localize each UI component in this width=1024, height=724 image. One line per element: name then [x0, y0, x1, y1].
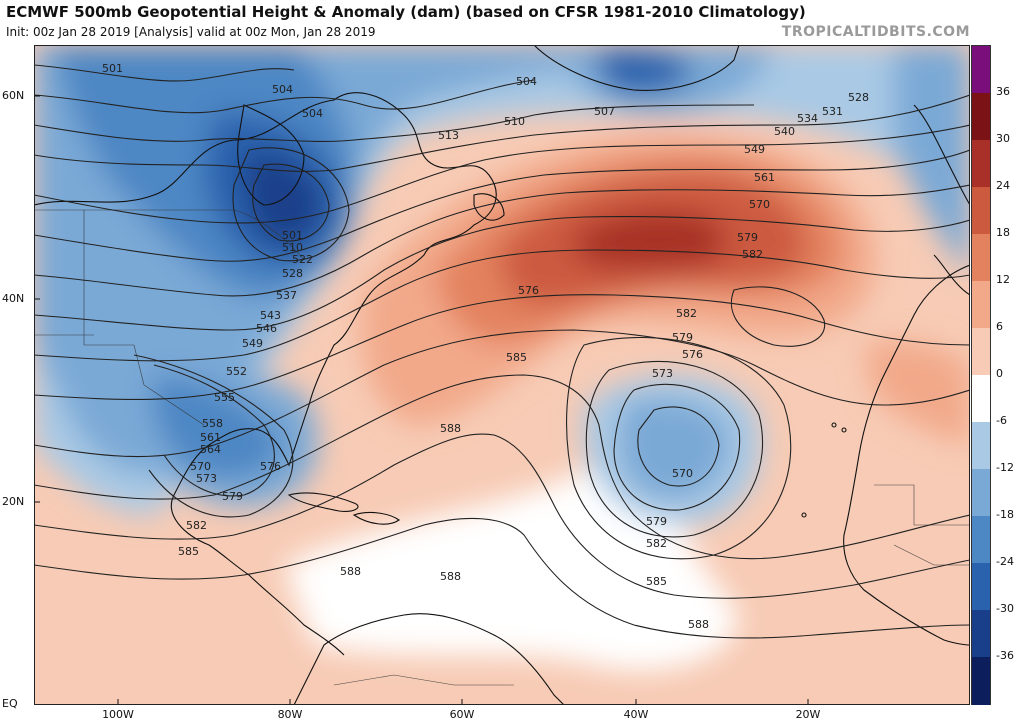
contour-label: 570 — [672, 467, 693, 480]
contour-label: 531 — [822, 105, 843, 118]
lon-label-80w: 80W — [277, 708, 303, 721]
lon-label-40w: 40W — [623, 708, 649, 721]
map-canvas[interactable]: 501 504 504 504 507 510 513 528 531 534 … — [34, 45, 970, 705]
contour-label: 588 — [340, 565, 361, 578]
contour-label: 510 — [504, 115, 525, 128]
colorbar-segment — [972, 422, 990, 470]
contour-label: 588 — [440, 422, 461, 435]
colorbar-label: -6 — [996, 414, 1007, 427]
contour-label: 579 — [646, 515, 667, 528]
contour-label: 579 — [737, 231, 758, 244]
contour-label: 561 — [754, 171, 775, 184]
contour-label: 573 — [652, 367, 673, 380]
colorbar-segment — [972, 140, 990, 188]
contour-label-group: 501 504 504 504 507 510 513 528 531 534 … — [102, 62, 869, 631]
lon-label-60w: 60W — [449, 708, 475, 721]
colorbar-label: 18 — [996, 226, 1010, 239]
contour-label: 588 — [688, 618, 709, 631]
contour-label: 579 — [672, 331, 693, 344]
contour-label: 552 — [226, 365, 247, 378]
contour-label: 576 — [682, 348, 703, 361]
colorbar-segment — [972, 516, 990, 564]
contour-label: 570 — [749, 198, 770, 211]
contour-label: 504 — [302, 107, 323, 120]
colorbar-label: -12 — [996, 461, 1014, 474]
lat-label-20n: 20N — [2, 495, 25, 508]
anomaly-shading — [34, 45, 970, 671]
contour-label: 534 — [797, 112, 818, 125]
lat-label-60n: 60N — [2, 89, 25, 102]
lon-label-20w: 20W — [795, 708, 821, 721]
colorbar-segment — [972, 375, 990, 423]
colorbar-segment — [972, 610, 990, 658]
contour-label: 558 — [202, 417, 223, 430]
contour-label: 585 — [506, 351, 527, 364]
chart-title: ECMWF 500mb Geopotential Height & Anomal… — [6, 3, 806, 21]
brand-watermark[interactable]: TROPICALTIDBITS.COM — [781, 24, 970, 40]
contour-label: 549 — [744, 143, 765, 156]
contour-label: 579 — [222, 490, 243, 503]
contour-label: 555 — [214, 391, 235, 404]
colorbar-label: -18 — [996, 508, 1014, 521]
contour-label: 504 — [272, 83, 293, 96]
colorbar-segment — [972, 281, 990, 329]
colorbar-segment — [972, 187, 990, 235]
contour-label: 504 — [516, 75, 537, 88]
map-panel[interactable]: 501 504 504 504 507 510 513 528 531 534 … — [34, 45, 970, 705]
contour-label: 501 — [102, 62, 123, 75]
colorbar-label: 36 — [996, 85, 1010, 98]
contour-label: 528 — [282, 267, 303, 280]
contour-label: 513 — [438, 129, 459, 142]
colorbar-label: -36 — [996, 649, 1014, 662]
contour-label: 510 — [282, 241, 303, 254]
contour-label: 570 — [190, 460, 211, 473]
contour-label: 507 — [594, 105, 615, 118]
colorbar-label: 12 — [996, 273, 1010, 286]
colorbar-label: 30 — [996, 132, 1010, 145]
contour-label: 573 — [196, 472, 217, 485]
colorbar-segment — [972, 93, 990, 141]
lat-label-40n: 40N — [2, 292, 25, 305]
coastlines — [34, 45, 970, 705]
contour-label: 582 — [186, 519, 207, 532]
contour-label: 576 — [518, 284, 539, 297]
colorbar-segment — [972, 469, 990, 517]
contour-label: 582 — [676, 307, 697, 320]
contour-label: 585 — [646, 575, 667, 588]
colorbar-segment — [972, 46, 990, 94]
height-contours — [34, 64, 970, 639]
colorbar-label: 24 — [996, 179, 1010, 192]
colorbar-label: 0 — [996, 367, 1003, 380]
anomaly-colorbar — [971, 45, 991, 705]
map-border — [34, 45, 970, 705]
contour-label: 585 — [178, 545, 199, 558]
colorbar-label: -24 — [996, 555, 1014, 568]
contour-label: 564 — [200, 443, 221, 456]
contour-label: 561 — [200, 431, 221, 444]
contour-label: 546 — [256, 322, 277, 335]
contour-label: 537 — [276, 289, 297, 302]
lon-label-100w: 100W — [102, 708, 134, 721]
contour-label: 528 — [848, 91, 869, 104]
contour-label: 522 — [292, 253, 313, 266]
contour-label: 501 — [282, 229, 303, 242]
colorbar-label: -30 — [996, 602, 1014, 615]
chart-subtitle: Init: 00z Jan 28 2019 [Analysis] valid a… — [6, 25, 376, 39]
contour-label: 543 — [260, 309, 281, 322]
contour-label: 540 — [774, 125, 795, 138]
contour-label: 582 — [646, 537, 667, 550]
contour-label: 588 — [440, 570, 461, 583]
contour-label: 576 — [260, 460, 281, 473]
borders — [34, 209, 970, 686]
contour-label: 582 — [742, 248, 763, 261]
colorbar-label: 6 — [996, 320, 1003, 333]
colorbar-segment — [972, 234, 990, 282]
colorbar-segment — [972, 563, 990, 611]
colorbar-segment — [972, 657, 990, 705]
contour-label: 549 — [242, 337, 263, 350]
colorbar-segment — [972, 328, 990, 376]
lat-label-eq: EQ — [2, 697, 18, 710]
